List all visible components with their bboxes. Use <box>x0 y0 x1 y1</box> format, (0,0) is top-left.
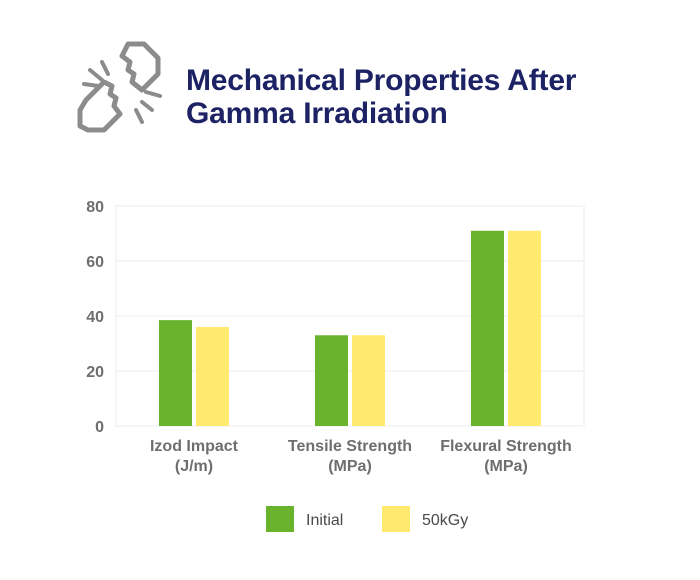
chart-grid <box>115 205 585 427</box>
y-tick-label: 80 <box>86 199 104 216</box>
x-category-label: Izod Impact <box>150 438 239 455</box>
legend: Initial 50kGy <box>266 506 468 532</box>
bar-50kgy-0 <box>196 327 229 426</box>
x-category-label: (MPa) <box>328 458 372 475</box>
y-tick-label: 40 <box>86 309 104 326</box>
y-axis: 0 20 40 60 80 <box>86 199 104 436</box>
bar-50kgy-2 <box>508 230 541 426</box>
legend-label: 50kGy <box>422 512 468 529</box>
bars <box>159 230 541 426</box>
legend-swatch <box>382 506 410 532</box>
bar-initial-1 <box>315 335 348 426</box>
chart-header: Mechanical Properties After Gamma Irradi… <box>76 40 676 140</box>
y-tick-label: 0 <box>95 419 104 436</box>
bar-50kgy-1 <box>352 335 385 426</box>
y-tick-label: 20 <box>86 364 104 381</box>
chart-title: Mechanical Properties After Gamma Irradi… <box>186 64 576 130</box>
legend-label: Initial <box>306 512 343 529</box>
bar-initial-2 <box>471 230 504 426</box>
x-category-label: (J/m) <box>175 458 213 475</box>
x-category-label: Tensile Strength <box>288 438 412 455</box>
chart-title-line-1: Mechanical Properties After <box>186 64 577 97</box>
x-category-label: Flexural Strength <box>440 438 572 455</box>
broken-bar-icon <box>77 41 162 133</box>
x-axis: Izod Impact (J/m) Tensile Strength (MPa) Fle… <box>150 438 572 475</box>
y-tick-label: 60 <box>86 254 104 271</box>
chart-title-line-2: Gamma Irradiation <box>186 97 448 130</box>
legend-swatch <box>266 506 294 532</box>
bar-initial-0 <box>159 320 192 426</box>
x-category-label: (MPa) <box>484 458 528 475</box>
